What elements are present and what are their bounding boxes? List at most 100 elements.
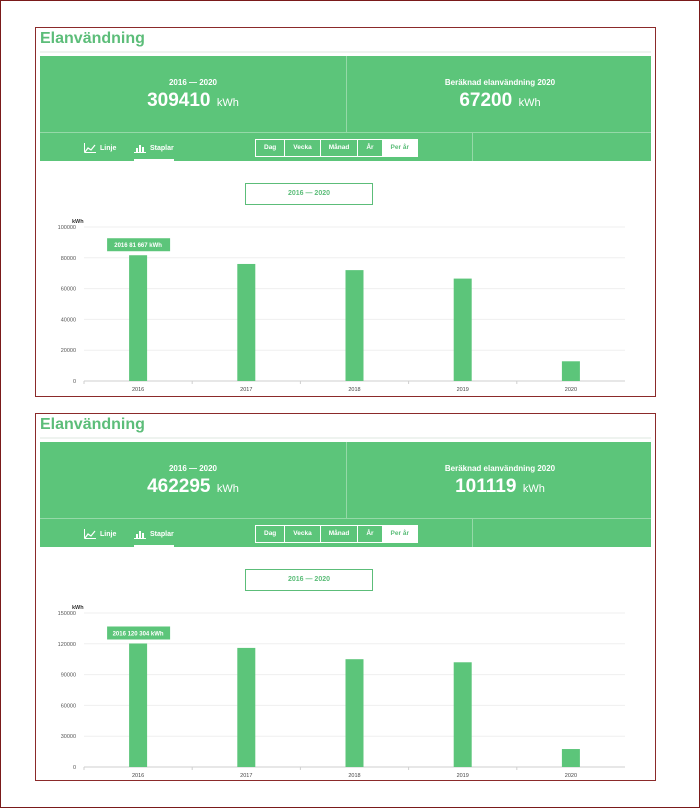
x-tick-label: 2019 <box>457 773 469 779</box>
bar-2017 <box>237 263 256 381</box>
period-per-year-button[interactable]: Per år <box>382 526 417 542</box>
period-day-button[interactable]: Dag <box>256 526 286 542</box>
period-month-button[interactable]: Månad <box>321 526 359 542</box>
y-tick-label: 40000 <box>61 317 76 323</box>
estimated-usage-stat: Beräknad elanvändning 2020 101119 kWh <box>347 442 653 518</box>
period-per-year-button[interactable]: Per år <box>382 140 417 156</box>
total-usage-value-group: 309410 kWh <box>40 90 346 112</box>
stat-divider <box>346 56 347 132</box>
x-tick-label: 2018 <box>348 773 360 779</box>
toolbar-divider <box>472 519 473 547</box>
estimated-usage-label: Beräknad elanvändning 2020 <box>444 78 556 87</box>
period-year-button[interactable]: År <box>358 140 383 156</box>
bar-chart-icon <box>134 531 146 539</box>
estimated-usage-stat: Beräknad elanvändning 2020 67200 kWh <box>347 56 653 132</box>
title-divider <box>40 437 651 439</box>
bar-2020 <box>561 749 580 767</box>
total-usage-stat: 2016 — 2020 309410 kWh <box>40 56 346 132</box>
y-tick-label: 90000 <box>61 673 76 679</box>
y-tick-label: 60000 <box>61 703 76 709</box>
stats-band: 2016 — 2020 309410 kWh Beräknad elanvänd… <box>40 56 651 132</box>
estimated-usage-unit: kWh <box>518 97 541 109</box>
view-line-button[interactable]: Linje <box>84 527 116 541</box>
chart-toolbar: Linje Staplar Dag Vecka Månad År Per år <box>40 132 651 161</box>
line-chart-icon <box>84 529 96 539</box>
bar-2016 <box>129 643 148 767</box>
x-tick-label: 2016 <box>132 773 144 779</box>
y-tick-label: 120000 <box>58 642 76 648</box>
estimated-usage-unit: kWh <box>522 483 545 495</box>
total-usage-stat: 2016 — 2020 462295 kWh <box>40 442 346 518</box>
y-tick-label: 0 <box>73 765 76 771</box>
date-range-box[interactable]: 2016 — 2020 <box>245 183 373 205</box>
total-usage-label: 2016 — 2020 <box>168 78 218 87</box>
x-tick-label: 2020 <box>565 387 577 393</box>
y-axis-unit-label: kWh <box>72 605 84 611</box>
view-line-label: Linje <box>100 530 117 538</box>
bar-2019 <box>453 662 472 767</box>
y-tick-label: 100000 <box>58 225 76 231</box>
bar-tooltip-text: 2016 81 667 kWh <box>114 243 162 249</box>
period-month-button[interactable]: Månad <box>321 140 359 156</box>
view-line-button[interactable]: Linje <box>84 141 116 155</box>
bar-2017 <box>237 647 256 767</box>
view-line-label: Linje <box>100 144 117 152</box>
estimated-usage-value-group: 67200 kWh <box>347 90 653 112</box>
bar-tooltip <box>107 626 171 640</box>
y-tick-label: 0 <box>73 379 76 385</box>
bar-2019 <box>453 278 472 381</box>
bar-2018 <box>345 659 364 767</box>
x-tick-label: 2017 <box>240 773 252 779</box>
energy-panel-2: Elanvändning 2016 — 2020 462295 kWh Berä… <box>35 413 656 781</box>
estimated-usage-value: 101119 <box>455 476 517 497</box>
estimated-usage-label: Beräknad elanvändning 2020 <box>444 464 556 473</box>
period-selector: Dag Vecka Månad År Per år <box>255 139 418 157</box>
x-tick-label: 2018 <box>348 387 360 393</box>
date-range-box[interactable]: 2016 — 2020 <box>245 569 373 591</box>
energy-panel-1: Elanvändning 2016 — 2020 309410 kWh Berä… <box>35 27 656 397</box>
y-tick-label: 30000 <box>61 734 76 740</box>
bar-2018 <box>345 270 364 381</box>
total-usage-value: 462295 <box>147 476 211 497</box>
period-week-button[interactable]: Vecka <box>285 526 321 542</box>
line-chart-icon <box>84 143 96 153</box>
x-tick-label: 2016 <box>132 387 144 393</box>
x-tick-label: 2019 <box>457 387 469 393</box>
total-usage-value-group: 462295 kWh <box>40 476 346 498</box>
period-day-button[interactable]: Dag <box>256 140 286 156</box>
period-selector: Dag Vecka Månad År Per år <box>255 525 418 543</box>
bar-2020 <box>561 361 580 381</box>
bar-2016 <box>129 255 148 381</box>
estimated-usage-value-group: 101119 kWh <box>347 476 653 498</box>
toolbar-divider <box>472 133 473 161</box>
y-tick-label: 150000 <box>58 611 76 617</box>
bar-tooltip-text: 2016 120 304 kWh <box>113 631 164 637</box>
bar-tooltip <box>107 238 171 252</box>
period-year-button[interactable]: År <box>358 526 383 542</box>
x-tick-label: 2020 <box>565 773 577 779</box>
view-bars-label: Staplar <box>150 530 174 538</box>
period-week-button[interactable]: Vecka <box>285 140 321 156</box>
bar-chart-1: kWh 0 20000 40000 60000 80000 100000 2016 2017 20… <box>58 219 625 393</box>
y-tick-label: 20000 <box>61 348 76 354</box>
total-usage-value: 309410 <box>147 90 211 111</box>
estimated-usage-value: 67200 <box>459 90 513 111</box>
y-tick-label: 80000 <box>61 256 76 262</box>
panel-title: Elanvändning <box>40 416 145 433</box>
total-usage-unit: kWh <box>216 483 239 495</box>
bar-chart-2: kWh 0 30000 60000 90000 120000 150000 2016 2017 2… <box>58 605 625 779</box>
stat-divider <box>346 442 347 518</box>
panel-title: Elanvändning <box>40 30 145 47</box>
total-usage-unit: kWh <box>216 97 239 109</box>
chart-toolbar: Linje Staplar Dag Vecka Månad År Per år <box>40 518 651 547</box>
view-bars-button[interactable]: Staplar <box>134 141 174 161</box>
y-axis-unit-label: kWh <box>72 219 84 225</box>
title-divider <box>40 51 651 53</box>
view-bars-label: Staplar <box>150 144 174 152</box>
stats-band: 2016 — 2020 462295 kWh Beräknad elanvänd… <box>40 442 651 518</box>
total-usage-label: 2016 — 2020 <box>168 464 218 473</box>
bar-chart-icon <box>134 145 146 153</box>
x-tick-label: 2017 <box>240 387 252 393</box>
view-bars-button[interactable]: Staplar <box>134 527 174 547</box>
y-tick-label: 60000 <box>61 287 76 293</box>
